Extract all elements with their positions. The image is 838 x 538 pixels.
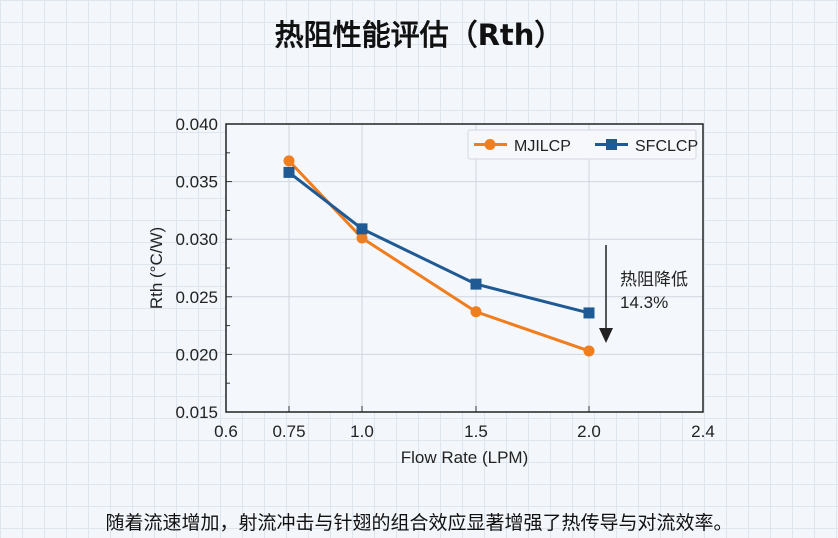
data-point-MJILCP xyxy=(283,155,295,167)
x-tick-label: 2.0 xyxy=(577,422,601,441)
data-point-SFCLCP xyxy=(470,278,482,290)
y-tick-label: 0.015 xyxy=(175,403,218,422)
x-tick-label: 0.6 xyxy=(214,422,238,441)
data-point-MJILCP xyxy=(583,345,595,357)
x-tick-label: 0.75 xyxy=(272,422,305,441)
y-tick-label: 0.035 xyxy=(175,173,218,192)
annotation-arrowhead xyxy=(599,328,613,343)
legend xyxy=(467,129,697,160)
x-axis-label: Flow Rate (LPM) xyxy=(401,448,529,467)
data-point-SFCLCP xyxy=(583,307,595,319)
data-point-MJILCP xyxy=(356,232,368,244)
y-axis-label: Rth (°C/W) xyxy=(147,227,166,309)
series-line-SFCLCP xyxy=(288,171,590,315)
caption: 随着流速增加，射流冲击与针翅的组合效应显著增强了热传导与对流效率。 xyxy=(105,512,733,534)
page-title: 热阻性能评估（Rth） xyxy=(274,18,564,52)
legend-label: SFCLCP xyxy=(635,138,698,155)
legend-marker xyxy=(606,139,617,150)
annotation-value: 14.3% xyxy=(620,293,668,312)
x-tick-label: 2.4 xyxy=(691,422,715,441)
y-tick-label: 0.040 xyxy=(175,115,218,134)
annotation-text: 热阻降低 xyxy=(620,270,688,289)
legend-label: MJILCP xyxy=(514,138,571,155)
legend-marker xyxy=(484,139,496,150)
data-point-SFCLCP xyxy=(283,166,295,178)
y-tick-label: 0.020 xyxy=(175,345,218,364)
x-tick-label: 1.0 xyxy=(350,422,374,441)
y-tick-label: 0.030 xyxy=(175,230,218,249)
data-point-SFCLCP xyxy=(356,223,368,235)
data-point-MJILCP xyxy=(470,306,482,318)
x-tick-label: 1.5 xyxy=(464,422,488,441)
y-tick-label: 0.025 xyxy=(175,288,218,307)
plot-frame xyxy=(225,123,704,413)
plot-area xyxy=(226,124,703,412)
